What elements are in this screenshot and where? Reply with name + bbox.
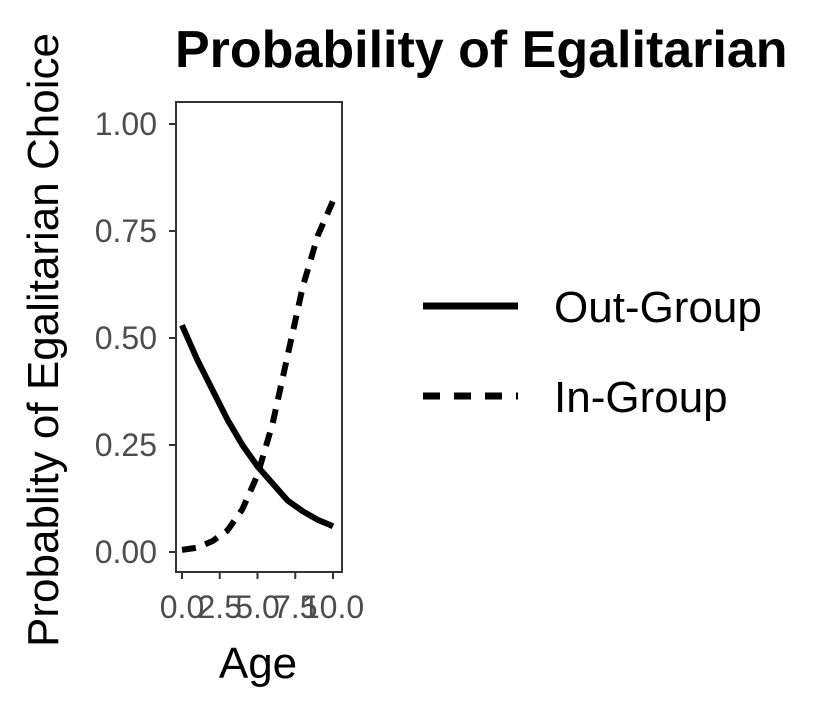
y-tick-label: 1.00 (95, 106, 157, 142)
series-lines (179, 199, 336, 553)
plot-panel (175, 101, 343, 573)
x-tick-label: 7.5 (273, 589, 317, 625)
y-tick-label: 0.75 (95, 213, 157, 249)
x-tick-label: 10.0 (302, 589, 364, 625)
x-tick-label: 5.0 (235, 589, 279, 625)
chart-title: Probability of Egalitarian (175, 21, 788, 79)
series-line-in-group (181, 199, 336, 553)
x-axis: 0.02.55.07.510.0 (160, 572, 364, 625)
x-tick-label: 2.5 (198, 589, 242, 625)
y-axis: 0.00 0.25 0.50 0.75 1.00 (95, 106, 176, 570)
x-tick-label: 0.0 (160, 589, 204, 625)
y-axis-title: Probablity of Egalitarian Choice (19, 33, 68, 647)
legend-label: Out-Group (554, 283, 762, 332)
legend: Out-Group In-Group (423, 283, 762, 422)
x-axis-title: Age (219, 639, 297, 688)
y-tick-label: 0.50 (95, 320, 157, 356)
y-tick-label: 0.00 (95, 534, 157, 570)
y-tick-label: 0.25 (95, 427, 157, 463)
legend-label: In-Group (554, 373, 728, 422)
